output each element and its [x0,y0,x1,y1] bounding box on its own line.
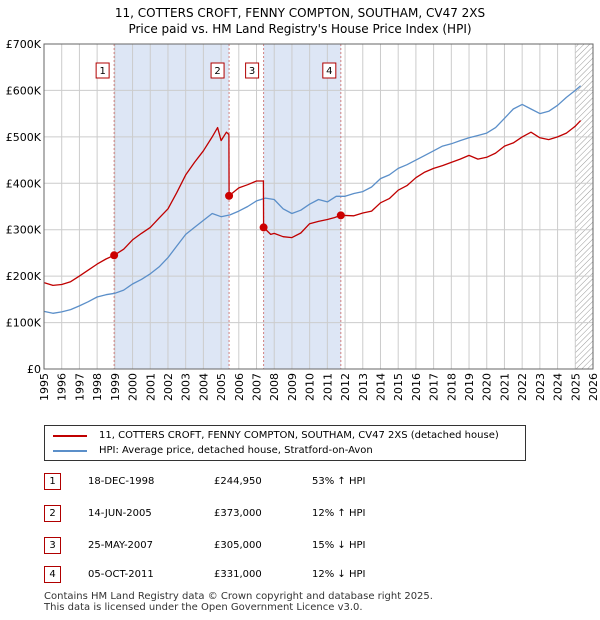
x-tick-label: 2000 [127,373,140,401]
transaction-number: 4 [44,566,61,583]
y-tick-label: £600K [6,84,42,97]
plot-border [43,43,594,370]
transaction-label: 2 [214,66,220,77]
transaction-date: 05-OCT-2011 [88,569,154,580]
transaction-label-box [210,62,225,79]
x-tick-label: 2013 [357,373,370,401]
x-tick-label: 1997 [73,373,86,401]
transaction-date: 18-DEC-1998 [88,476,155,487]
x-tick-label: 1996 [56,373,69,401]
transaction-number: 1 [44,473,61,490]
x-tick-label: 2018 [445,373,458,401]
x-tick-label: 2004 [197,373,210,401]
x-tick-label: 2012 [339,373,352,401]
transaction-label: 1 [99,66,105,77]
transaction-hpi-change: 12% ↓ HPI [312,569,366,580]
transaction-date: 14-JUN-2005 [88,508,152,519]
x-tick-label: 2019 [463,373,476,401]
x-tick-label: 2026 [587,373,600,401]
x-tick-label: 2023 [534,373,547,401]
x-tick-label: 2007 [251,373,264,401]
x-tick-label: 2022 [516,373,529,401]
transaction-label: 3 [249,66,255,77]
transaction-point [110,251,119,260]
transaction-price: £244,950 [214,476,262,487]
x-tick-label: 1995 [38,373,51,401]
transaction-point [336,211,345,220]
x-tick-label: 2024 [552,373,565,401]
x-tick-label: 1999 [109,373,122,401]
property-price-line [43,120,582,287]
y-tick-label: £200K [6,270,42,283]
transaction-number: 3 [44,537,61,554]
x-tick-label: 2009 [286,373,299,401]
x-tick-label: 2016 [410,373,423,401]
chart-title-address: 11, COTTERS CROFT, FENNY COMPTON, SOUTHA… [114,6,486,20]
x-tick-label: 1998 [91,373,104,401]
y-tick-label: £400K [6,177,42,190]
transaction-hpi-change: 12% ↑ HPI [312,508,366,519]
x-tick-label: 2011 [321,373,334,401]
transaction-price: £305,000 [214,540,262,551]
transaction-label-box [245,62,260,79]
transaction-date: 25-MAY-2007 [88,540,154,551]
x-tick-label: 2020 [481,373,494,401]
transaction-hpi-change: 53% ↑ HPI [312,476,366,487]
x-tick-label: 2015 [392,373,405,401]
x-tick-label: 2003 [180,373,193,401]
price-chart: 1 2 3 4 £0 £100K £200K £300K £400K £500K £600K £70… [6,38,600,401]
x-tick-label: 2001 [144,373,157,401]
transaction-point [259,223,268,232]
forecast-hatch [575,44,593,369]
transaction-label-box [322,62,337,79]
chart-legend: 11, COTTERS CROFT, FENNY COMPTON, SOUTHA… [44,425,526,461]
transaction-price: £331,000 [214,569,262,580]
footer-licence: This data is licensed under the Open Gov… [44,602,363,613]
x-tick-label: 2025 [569,373,582,401]
x-tick-label: 2002 [162,373,175,401]
footer-copyright: Contains HM Land Registry data © Crown c… [44,591,433,602]
transaction-label-box [95,62,110,79]
y-tick-label: £100K [6,317,42,330]
x-tick-label: 2017 [428,373,441,401]
x-tick-label: 2014 [374,373,387,401]
transaction-number: 2 [44,505,61,522]
transaction-point [225,191,234,200]
transaction-price: £373,000 [214,508,262,519]
x-tick-label: 2005 [215,373,228,401]
chart-subtitle: Price paid vs. HM Land Registry's House … [128,22,472,36]
y-tick-label: £0 [27,363,41,376]
x-tick-label: 2006 [233,373,246,401]
legend-swatch-property [53,435,87,437]
legend-swatch-hpi [53,450,87,452]
y-tick-label: £500K [6,131,42,144]
x-tick-label: 2021 [498,373,511,401]
transaction-hpi-change: 15% ↓ HPI [312,540,366,551]
x-tick-label: 2010 [304,373,317,401]
shaded-period [114,44,230,369]
hpi-line [43,85,582,314]
y-tick-label: £300K [6,224,42,237]
legend-label-property: 11, COTTERS CROFT, FENNY COMPTON, SOUTHA… [99,430,499,441]
transaction-label: 4 [326,66,332,77]
legend-label-hpi: HPI: Average price, detached house, Stra… [99,445,373,456]
y-tick-label: £700K [6,38,42,51]
shaded-period [263,44,341,369]
x-tick-label: 2008 [268,373,281,401]
